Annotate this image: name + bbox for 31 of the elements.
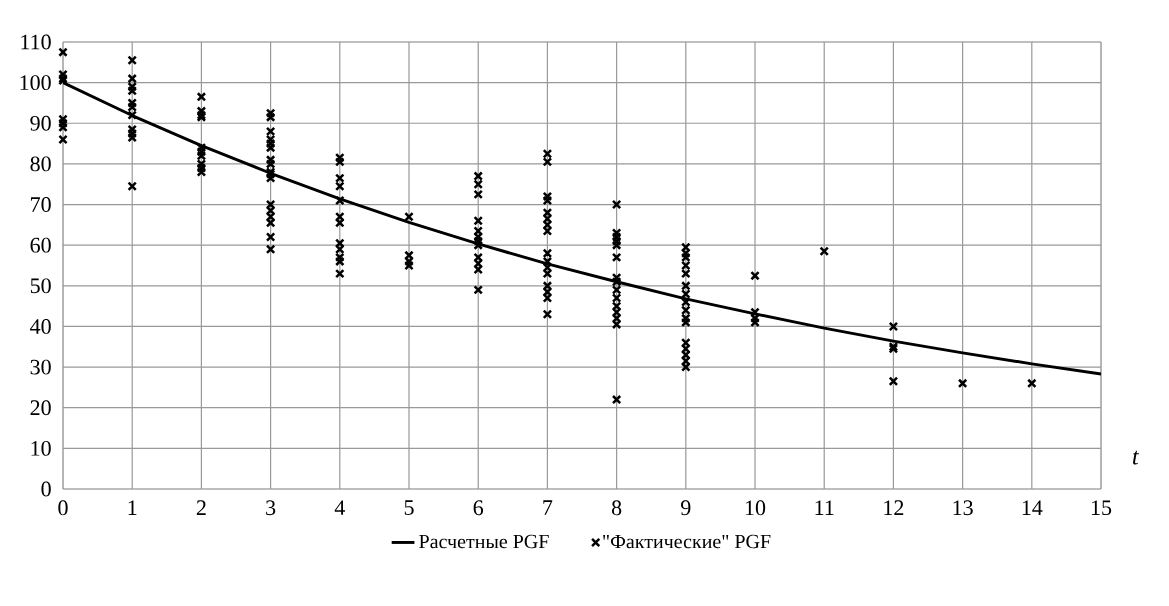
y-tick-label: 0 xyxy=(41,481,51,497)
x-tick-label: 14 xyxy=(1022,500,1043,515)
y-tick-label: 90 xyxy=(30,115,51,131)
x-tick-label: 3 xyxy=(266,500,276,516)
y-tick-label: 40 xyxy=(30,319,51,334)
x-tick-label: 9 xyxy=(681,500,691,516)
y-tick-label: 110 xyxy=(21,34,51,50)
x-tick-label: 12 xyxy=(884,500,904,515)
x-tick-label: 5 xyxy=(404,500,414,515)
x-tick-label: 10 xyxy=(745,500,766,516)
x-tick-label: 15 xyxy=(1091,500,1112,516)
x-tick-label: 1 xyxy=(128,500,137,515)
y-tick-label: 80 xyxy=(30,156,51,172)
x-tick-label: 7 xyxy=(543,500,553,515)
y-tick-label: 60 xyxy=(30,237,51,253)
x-tick-label: 6 xyxy=(473,500,484,516)
y-tick-label: 100 xyxy=(20,75,51,91)
y-tick-label: 50 xyxy=(30,278,51,294)
x-tick-label: 11 xyxy=(815,500,834,515)
x-tick-label: 0 xyxy=(58,500,68,516)
x-tick-label: 4 xyxy=(334,500,345,515)
legend-label: Расчетные PGF xyxy=(419,534,549,549)
x-tick-label: 13 xyxy=(953,500,973,516)
x-axis-title: t xyxy=(1132,450,1140,465)
x-tick-label: 2 xyxy=(196,500,206,515)
legend-label: "Фактические" PGF xyxy=(603,534,771,549)
y-tick-label: 70 xyxy=(31,197,51,212)
y-tick-label: 20 xyxy=(30,400,51,416)
y-tick-label: 30 xyxy=(30,359,51,375)
x-tick-label: 8 xyxy=(611,500,622,516)
y-tick-label: 10 xyxy=(31,440,51,456)
